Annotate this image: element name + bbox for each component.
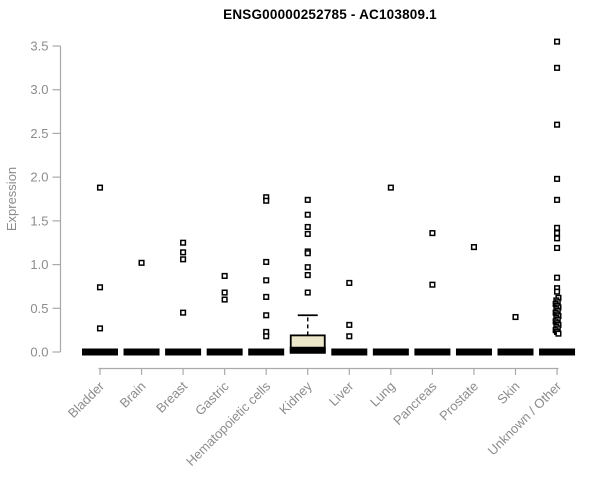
data-point — [263, 293, 270, 300]
x-category-label: Skin — [494, 379, 522, 407]
data-point — [387, 184, 394, 191]
data-point — [304, 211, 311, 218]
median-bar — [206, 348, 243, 356]
data-point — [554, 274, 561, 281]
data-point — [554, 288, 561, 295]
chart-title: ENSG00000252785 - AC103809.1 — [223, 7, 437, 22]
y-tick-label: 2.5 — [30, 126, 48, 141]
data-point — [304, 264, 311, 271]
data-point — [429, 230, 436, 237]
data-point — [470, 244, 477, 251]
data-point — [221, 296, 228, 303]
data-point — [554, 38, 561, 45]
median-bar — [123, 348, 160, 356]
x-category-label: Prostate — [436, 379, 481, 424]
x-category-label: Lung — [367, 379, 398, 410]
x-category-label: Gastric — [192, 378, 232, 418]
data-point — [346, 321, 353, 328]
x-category-label: Kidney — [276, 378, 315, 417]
data-point — [263, 258, 270, 265]
data-point — [180, 239, 187, 246]
y-axis-title: Expression — [4, 167, 19, 231]
median-bar — [455, 348, 492, 356]
x-category-label: Liver — [326, 378, 357, 409]
data-point — [304, 196, 311, 203]
median-bar — [414, 348, 451, 356]
y-tick-label: 1.0 — [30, 257, 48, 272]
data-point — [263, 277, 270, 284]
data-point — [429, 281, 436, 288]
data-point — [554, 230, 561, 237]
y-tick-label: 3.0 — [30, 82, 48, 97]
data-point — [554, 64, 561, 71]
data-point — [180, 309, 187, 316]
data-point — [304, 272, 311, 279]
data-point — [96, 284, 104, 291]
x-category-label: Bladder — [65, 378, 108, 421]
y-tick-label: 1.5 — [30, 213, 48, 228]
data-point — [263, 333, 270, 340]
data-point — [554, 121, 561, 128]
data-point — [263, 312, 270, 319]
median-bar — [248, 348, 285, 356]
median-bar — [331, 348, 368, 356]
data-point — [555, 330, 562, 337]
median-bar — [497, 348, 534, 356]
y-tick-label: 0.5 — [30, 301, 48, 316]
data-point — [554, 196, 561, 203]
data-point — [304, 230, 311, 238]
y-tick-label: 2.0 — [30, 170, 48, 185]
data-point — [96, 184, 104, 191]
data-point — [180, 256, 187, 263]
data-point — [346, 333, 353, 340]
data-point — [554, 244, 561, 252]
median-bar — [165, 348, 202, 356]
data-point — [554, 235, 561, 242]
y-tick-label: 3.5 — [30, 38, 48, 53]
data-point — [554, 224, 561, 231]
x-category-label: Breast — [153, 378, 190, 415]
data-point — [96, 325, 104, 332]
x-category-label: Pancreas — [390, 378, 440, 428]
data-point — [346, 279, 353, 286]
data-point — [512, 313, 519, 321]
data-point — [304, 250, 311, 257]
data-point — [304, 289, 311, 296]
median-bar — [372, 348, 409, 356]
data-point — [554, 175, 561, 182]
x-category-label: Brain — [117, 379, 149, 411]
median-bar — [539, 348, 576, 356]
data-point — [263, 197, 270, 204]
data-point — [221, 272, 228, 279]
data-point — [304, 223, 311, 231]
data-point — [138, 259, 145, 266]
data-point — [221, 289, 228, 296]
y-tick-label: 0.0 — [30, 345, 48, 360]
median-bar — [82, 348, 118, 356]
median-bar — [289, 346, 326, 354]
x-category-label: Unknown / Other — [485, 378, 565, 458]
data-point — [180, 249, 187, 256]
